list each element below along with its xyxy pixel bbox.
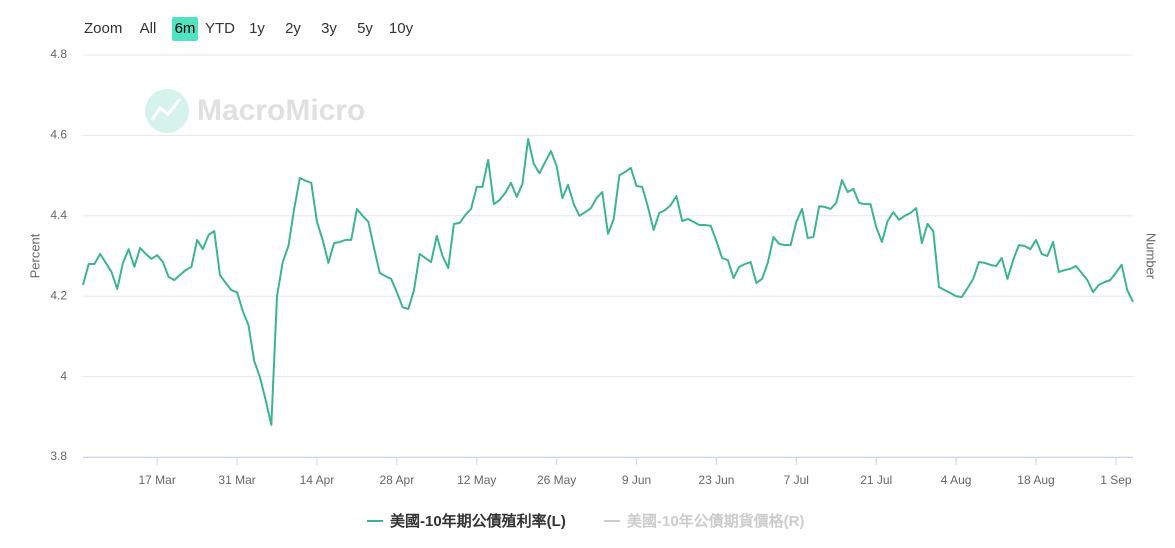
- x-tick-label: 12 May: [457, 473, 496, 487]
- range-button-bg: [172, 17, 198, 41]
- watermark: MacroMicro: [145, 89, 365, 133]
- y-axis-title: Percent: [27, 233, 42, 278]
- y-tick-label: 4: [60, 369, 67, 383]
- x-tick-label: 18 Aug: [1017, 473, 1054, 487]
- y-tick-label: 4.2: [50, 288, 67, 302]
- watermark-icon-line: [150, 98, 182, 121]
- range-button[interactable]: 5y: [357, 20, 373, 37]
- legend-label: 美國-10年期公債殖利率(L): [390, 512, 566, 530]
- x-tick-label: 1 Sep: [1100, 473, 1132, 487]
- x-tick-label: 31 Mar: [218, 473, 255, 487]
- y-tick-label: 4.6: [50, 128, 67, 142]
- series-line: [82, 138, 1134, 426]
- x-tick-label: 23 Jun: [698, 473, 734, 487]
- legend-label: 美國-10年公債期貨價格(R): [627, 512, 805, 530]
- range-button[interactable]: 10y: [389, 20, 414, 37]
- range-button-label: 6m: [175, 20, 196, 37]
- x-tick-label: 9 Jun: [622, 473, 651, 487]
- range-button-label: YTD: [205, 20, 235, 37]
- x-tick-label: 26 May: [537, 473, 576, 487]
- watermark-icon: [145, 89, 189, 133]
- y-tick-label: 3.8: [50, 449, 67, 463]
- range-button[interactable]: 1y: [249, 20, 265, 37]
- x-tick-label: 21 Jul: [860, 473, 892, 487]
- x-tick-label: 17 Mar: [139, 473, 176, 487]
- x-tick-label: 28 Apr: [380, 473, 415, 487]
- range-button[interactable]: 3y: [321, 20, 337, 37]
- range-button-label: 3y: [321, 20, 337, 37]
- legend-item[interactable]: 美國-10年公債期貨價格(R): [604, 512, 805, 530]
- x-tick-label: 4 Aug: [941, 473, 972, 487]
- x-tick-label: 14 Apr: [300, 473, 335, 487]
- range-button-label: All: [140, 20, 157, 37]
- y-tick-label: 4.4: [50, 208, 67, 222]
- range-button[interactable]: 2y: [285, 20, 301, 37]
- range-button[interactable]: YTD: [205, 20, 235, 37]
- watermark-text: MacroMicro: [197, 94, 365, 127]
- range-button[interactable]: All: [140, 20, 157, 37]
- x-tick-label: 7 Jul: [784, 473, 809, 487]
- y-tick-label: 4.8: [50, 47, 67, 61]
- range-button-label: 5y: [357, 20, 373, 37]
- range-button[interactable]: 6m: [172, 17, 198, 41]
- zoom-label: Zoom: [84, 20, 122, 37]
- range-button-label: 10y: [389, 20, 414, 37]
- y2-axis-title: Number: [1144, 233, 1159, 280]
- legend-item[interactable]: 美國-10年期公債殖利率(L): [367, 512, 566, 530]
- range-button-label: 1y: [249, 20, 265, 37]
- range-button-label: 2y: [285, 20, 301, 37]
